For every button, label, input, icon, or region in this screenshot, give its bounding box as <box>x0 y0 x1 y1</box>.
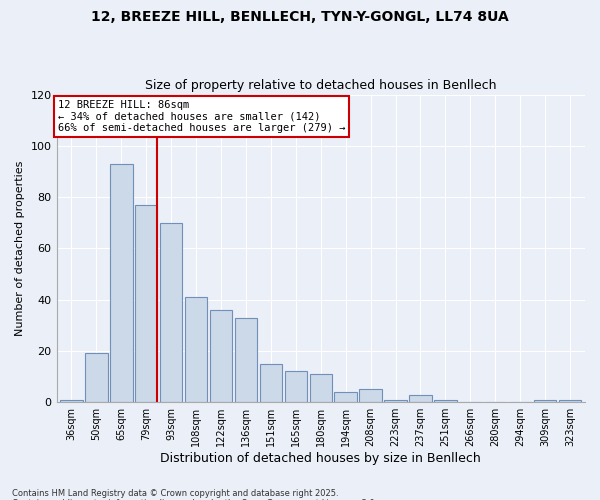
Bar <box>185 297 208 402</box>
Bar <box>85 354 107 402</box>
Y-axis label: Number of detached properties: Number of detached properties <box>15 160 25 336</box>
Text: Contains HM Land Registry data © Crown copyright and database right 2025.: Contains HM Land Registry data © Crown c… <box>12 488 338 498</box>
Title: Size of property relative to detached houses in Benllech: Size of property relative to detached ho… <box>145 79 497 92</box>
Bar <box>434 400 457 402</box>
Bar <box>260 364 282 402</box>
X-axis label: Distribution of detached houses by size in Benllech: Distribution of detached houses by size … <box>160 452 481 465</box>
Bar <box>160 222 182 402</box>
Bar <box>359 390 382 402</box>
Bar <box>110 164 133 402</box>
Bar <box>284 372 307 402</box>
Bar <box>534 400 556 402</box>
Bar <box>385 400 407 402</box>
Bar <box>334 392 357 402</box>
Bar <box>235 318 257 402</box>
Bar <box>310 374 332 402</box>
Text: 12 BREEZE HILL: 86sqm
← 34% of detached houses are smaller (142)
66% of semi-det: 12 BREEZE HILL: 86sqm ← 34% of detached … <box>58 100 345 133</box>
Bar <box>559 400 581 402</box>
Text: 12, BREEZE HILL, BENLLECH, TYN-Y-GONGL, LL74 8UA: 12, BREEZE HILL, BENLLECH, TYN-Y-GONGL, … <box>91 10 509 24</box>
Bar <box>409 394 431 402</box>
Bar <box>210 310 232 402</box>
Text: Contains public sector information licensed under the Open Government Licence v3: Contains public sector information licen… <box>12 498 377 500</box>
Bar <box>60 400 83 402</box>
Bar <box>135 205 157 402</box>
